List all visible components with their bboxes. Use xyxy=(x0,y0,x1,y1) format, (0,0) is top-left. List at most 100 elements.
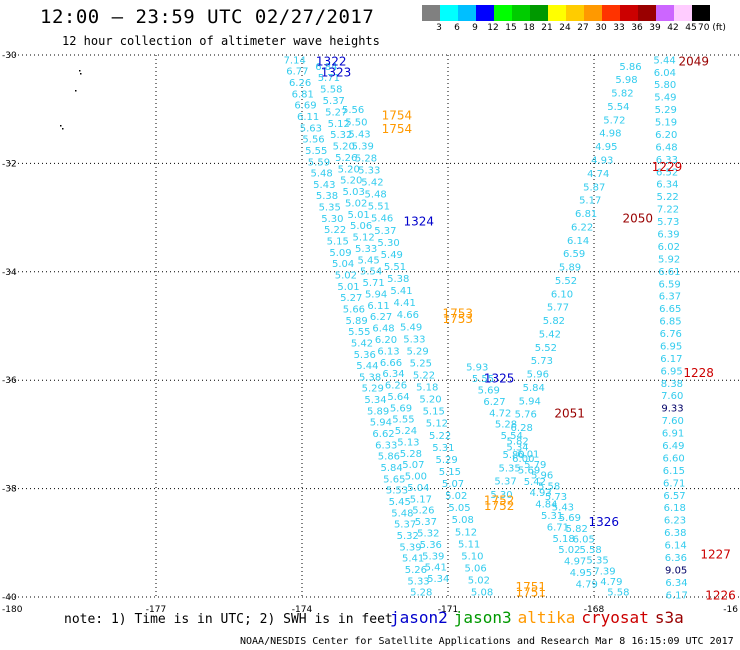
wave-height-point: 6.91 xyxy=(662,429,684,440)
wave-height-point: 5.39 xyxy=(352,141,374,152)
color-scale-label: 12 xyxy=(487,23,499,33)
wave-height-point: 6.26 xyxy=(385,381,407,392)
wave-height-point: 5.20 xyxy=(338,164,360,175)
color-scale-label: 6 xyxy=(454,23,460,33)
wave-height-point: 6.81 xyxy=(575,209,597,220)
wave-height-point: 5.65 xyxy=(383,474,405,485)
wave-height-point: 5.44 xyxy=(356,361,378,372)
wave-height-point: 5.27 xyxy=(340,293,362,304)
wave-height-point: 5.37 xyxy=(394,520,416,531)
wave-height-point: 5.72 xyxy=(603,115,625,126)
wave-height-point: 5.49 xyxy=(654,93,676,104)
y-tick-label: -40 xyxy=(2,593,17,603)
wave-height-point: 5.48 xyxy=(365,190,387,201)
wave-height-point: 5.32 xyxy=(330,130,352,141)
wave-height-point: 6.05 xyxy=(573,534,595,545)
wave-height-point: 5.28 xyxy=(495,420,517,431)
island-dot xyxy=(60,125,62,127)
island-dot xyxy=(80,73,82,75)
wave-height-point: 5.33 xyxy=(355,244,377,255)
wave-height-point: 6.14 xyxy=(567,236,589,247)
color-scale-label: 9 xyxy=(472,23,478,33)
color-scale-label: 15 xyxy=(505,23,517,33)
color-scale-label: 39 xyxy=(649,23,661,33)
wave-height-point: 5.18 xyxy=(416,383,438,394)
wave-height-point: 5.42 xyxy=(361,178,383,189)
wave-height-point: 6.20 xyxy=(655,130,677,141)
wave-height-point: 5.54 xyxy=(501,431,523,442)
wave-height-point: 6.37 xyxy=(659,292,681,303)
wave-height-point: 6.48 xyxy=(655,142,677,153)
pass-number-label: 1753 xyxy=(442,306,473,320)
x-tick-label: -171 xyxy=(438,605,458,615)
wave-height-point: 6.77 xyxy=(286,67,308,78)
wave-height-point: 5.56 xyxy=(302,135,324,146)
wave-height-point: 5.37 xyxy=(374,226,396,237)
wave-height-point: 5.82 xyxy=(507,436,529,447)
wave-height-point: 5.64 xyxy=(387,392,409,403)
color-swatch xyxy=(530,5,548,21)
wave-height-point: 6.66 xyxy=(380,358,402,369)
pass-number-label: 1751 xyxy=(515,580,546,594)
satellite-legend: jason2 jason3 altika cryosat s3a xyxy=(390,608,690,627)
wave-height-point: 5.48 xyxy=(391,508,413,519)
wave-height-point: 5.25 xyxy=(410,358,432,369)
wave-height-point: 5.86 xyxy=(619,62,641,73)
wave-height-point: 6.20 xyxy=(375,335,397,346)
wave-height-point: 5.18 xyxy=(553,534,575,545)
wave-height-point: 5.42 xyxy=(524,477,546,488)
wave-height-point: 5.08 xyxy=(471,588,493,599)
wave-height-point: 6.49 xyxy=(662,441,684,452)
wave-height-point: 4.66 xyxy=(397,310,419,321)
wave-height-point: 4.93 xyxy=(591,156,613,167)
wave-height-point: 4.79 xyxy=(600,577,622,588)
wave-height-point: 6.95 xyxy=(661,366,683,377)
color-scale-label: 33 xyxy=(613,23,625,33)
color-swatch xyxy=(656,5,674,21)
pass-number-label: 1752 xyxy=(484,493,515,507)
wave-height-point: 5.09 xyxy=(329,248,351,259)
y-tick-label: -38 xyxy=(2,485,17,495)
wave-height-point: 6.34 xyxy=(656,180,678,191)
color-scale-label: 21 xyxy=(541,23,553,33)
wave-height-point: 5.02 xyxy=(345,198,367,209)
wave-height-point: 5.33 xyxy=(358,165,380,176)
wave-height-point: 5.02 xyxy=(468,576,490,587)
pass-number-label: 1753 xyxy=(442,312,473,326)
wave-height-point: 6.52 xyxy=(656,167,678,178)
wave-height-point: 5.22 xyxy=(413,371,435,382)
wave-height-point: 5.44 xyxy=(653,55,675,66)
wave-height-point: 5.28 xyxy=(400,449,422,460)
wave-height-point: 5.35 xyxy=(319,203,341,214)
wave-height-point: 5.38 xyxy=(387,274,409,285)
wave-height-point: 6.60 xyxy=(662,453,684,464)
wave-height-point: 5.01 xyxy=(348,210,370,221)
wave-height-point: 5.22 xyxy=(324,225,346,236)
wave-height-point: 5.38 xyxy=(316,191,338,202)
wave-height-point: 5.43 xyxy=(552,503,574,514)
color-scale-label: 18 xyxy=(523,23,535,33)
color-scale-label: 30 xyxy=(595,23,607,33)
wave-height-point: 5.69 xyxy=(390,403,412,414)
wave-height-point: 5.69 xyxy=(478,385,500,396)
wave-height-point: 6.39 xyxy=(657,230,679,241)
legend-jason2: jason2 xyxy=(390,608,448,627)
legend-cryosat: cryosat xyxy=(581,608,649,627)
color-swatch xyxy=(476,5,494,21)
wave-height-point: 5.49 xyxy=(381,250,403,261)
wave-height-point: 5.29 xyxy=(655,105,677,116)
wave-height-point: 5.35 xyxy=(586,556,608,567)
wave-height-point: 6.76 xyxy=(660,329,682,340)
color-swatch xyxy=(602,5,620,21)
pass-number-label: 1326 xyxy=(588,515,619,529)
wave-height-point: 6.71 xyxy=(547,522,569,533)
color-scale-label: 36 xyxy=(631,23,643,33)
wave-height-point: 5.80 xyxy=(502,450,524,461)
pass-number-label: 1754 xyxy=(382,109,413,123)
wave-height-point: 5.36 xyxy=(354,350,376,361)
y-tick-label: -36 xyxy=(2,376,17,386)
wave-height-point: 6.34 xyxy=(665,578,687,589)
legend-altika: altika xyxy=(517,608,576,627)
